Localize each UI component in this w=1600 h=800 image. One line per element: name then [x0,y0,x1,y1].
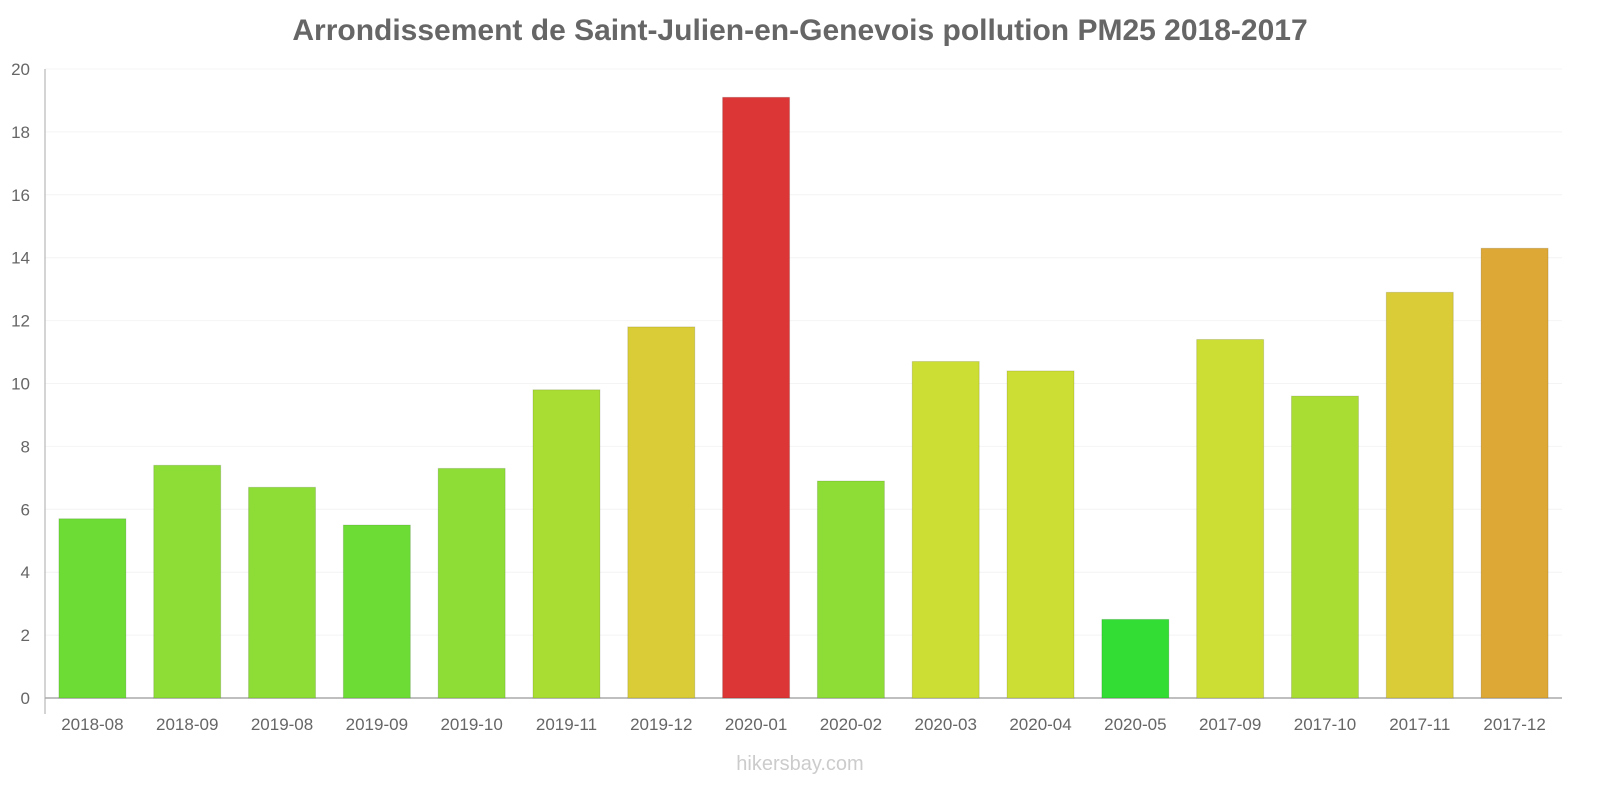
bar-2019-09 [342,524,411,699]
y-tick-label: 6 [21,500,30,519]
x-tick-label: 2017-11 [1389,715,1450,734]
bar-2020-01 [722,96,791,699]
y-tick-label: 10 [11,375,30,394]
bar-2017-09 [1196,338,1265,699]
bar-2019-08 [248,486,317,699]
y-tick-label: 2 [21,626,30,645]
x-tick-label: 2019-10 [440,715,502,734]
bar-2019-12 [627,326,696,699]
x-tick-label: 2017-09 [1199,715,1261,734]
bar-2018-09 [153,464,222,699]
bar-2017-12 [1480,247,1549,699]
x-tick-label: 2018-09 [156,715,218,734]
bar-2020-05 [1101,618,1170,699]
x-tick-label: 2020-04 [1009,715,1071,734]
bar-2020-03 [911,360,980,699]
bar-2019-11 [532,389,601,699]
x-tick-label: 2018-08 [61,715,123,734]
x-tick-label: 2020-01 [725,715,787,734]
bar-2020-04 [1006,370,1075,699]
y-tick-label: 14 [11,249,30,268]
bar-2017-11 [1385,291,1454,699]
y-tick-label: 12 [11,312,30,331]
x-tick-label: 2020-03 [915,715,977,734]
bar-2018-08 [58,518,127,699]
watermark-footer: hikersbay.com [736,753,864,775]
x-tick-label: 2019-09 [346,715,408,734]
x-tick-label: 2020-05 [1104,715,1166,734]
y-tick-label: 20 [11,60,30,79]
y-tick-label: 0 [21,689,30,708]
x-tick-label: 2019-08 [251,715,313,734]
bar-2020-02 [816,480,885,699]
x-tick-label: 2019-12 [630,715,692,734]
x-tick-label: 2017-12 [1483,715,1545,734]
bar-2019-10 [437,467,506,699]
chart-title: Arrondissement de Saint-Julien-en-Genevo… [292,14,1308,47]
y-tick-label: 16 [11,186,30,205]
bar-2017-10 [1290,395,1359,699]
y-tick-label: 4 [21,563,30,582]
x-tick-label: 2019-11 [536,715,597,734]
y-tick-label: 18 [11,123,30,142]
y-tick-label: 8 [21,437,30,456]
x-tick-label: 2020-02 [820,715,882,734]
x-tick-label: 2017-10 [1294,715,1356,734]
